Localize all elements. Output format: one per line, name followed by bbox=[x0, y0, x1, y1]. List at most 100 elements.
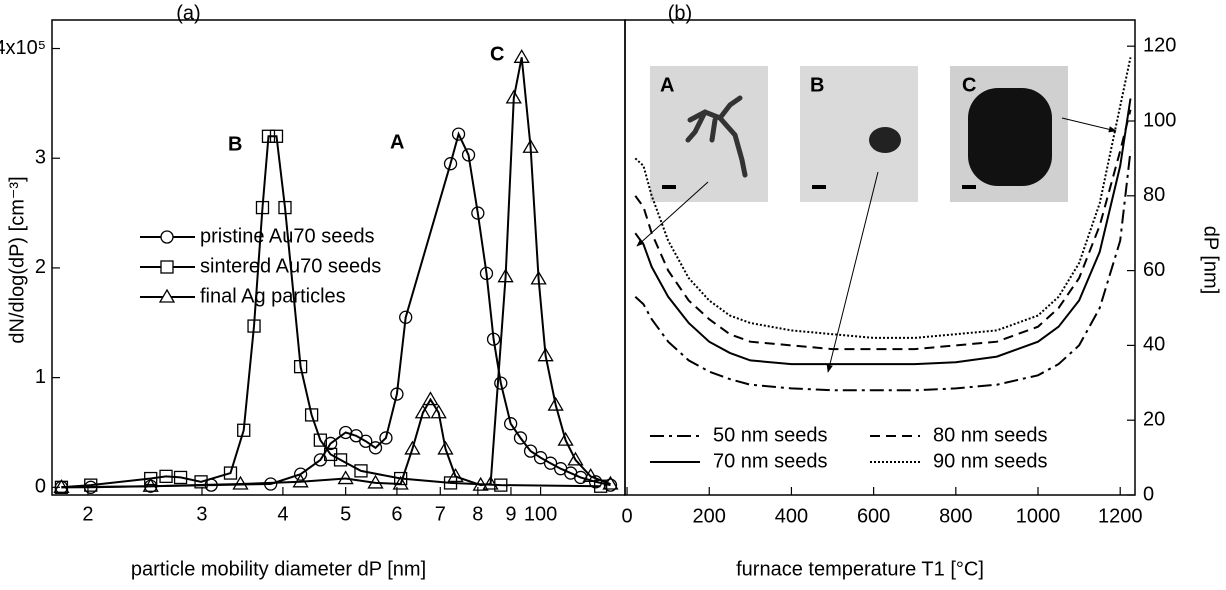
marker bbox=[261, 129, 276, 143]
inset-label: A bbox=[660, 74, 674, 96]
marker bbox=[367, 474, 384, 489]
y-tick-label: 120 bbox=[1143, 34, 1176, 56]
marker bbox=[173, 470, 188, 485]
y-tick-label: 40 bbox=[1143, 334, 1165, 356]
plot-frame bbox=[624, 19, 1136, 496]
x-tick-label: 800 bbox=[939, 505, 972, 527]
marker bbox=[451, 127, 466, 141]
marker bbox=[523, 444, 538, 458]
marker bbox=[582, 468, 599, 483]
x-axis-label: furnace temperature T1 [°C] bbox=[736, 558, 984, 580]
annotation: B bbox=[228, 133, 242, 155]
marker bbox=[247, 319, 261, 333]
series-line bbox=[61, 131, 611, 489]
marker bbox=[293, 360, 308, 374]
marker bbox=[232, 475, 249, 490]
marker bbox=[461, 148, 476, 162]
particle-a bbox=[685, 95, 748, 178]
marker bbox=[497, 268, 514, 283]
marker bbox=[472, 476, 489, 491]
legend-marker bbox=[158, 288, 176, 303]
panel-label: (b) bbox=[668, 2, 692, 24]
marker bbox=[142, 477, 159, 492]
series-line bbox=[634, 57, 1132, 339]
y-tick-label: 2 bbox=[35, 256, 46, 278]
marker bbox=[443, 157, 458, 171]
marker bbox=[437, 440, 454, 455]
x-tick-label: 4 bbox=[277, 503, 288, 525]
x-tick-label: 0 bbox=[621, 505, 632, 527]
marker bbox=[530, 270, 547, 285]
x-tick-label: 6 bbox=[391, 503, 402, 525]
marker bbox=[537, 347, 554, 362]
y-tick-label: 20 bbox=[1143, 408, 1165, 430]
marker bbox=[392, 475, 409, 490]
marker bbox=[471, 206, 485, 220]
marker bbox=[293, 467, 308, 481]
marker bbox=[494, 376, 508, 390]
y-tick-label: 100 bbox=[1143, 109, 1176, 131]
marker bbox=[414, 404, 432, 419]
marker bbox=[522, 138, 539, 153]
y-tick-label: 0 bbox=[1143, 483, 1154, 505]
y-tick-label: 80 bbox=[1143, 184, 1165, 206]
marker bbox=[292, 473, 309, 488]
marker bbox=[602, 475, 619, 490]
legend-label: sintered Au70 seeds bbox=[200, 255, 381, 277]
inset-a bbox=[650, 66, 768, 202]
marker bbox=[447, 468, 464, 483]
marker bbox=[547, 396, 564, 411]
marker bbox=[354, 464, 368, 478]
legend-label: 70 nm seeds bbox=[713, 450, 828, 472]
marker bbox=[567, 451, 584, 466]
x-tick-label: 1200 bbox=[1098, 505, 1143, 527]
marker bbox=[368, 441, 383, 455]
marker bbox=[333, 453, 348, 467]
marker bbox=[53, 479, 70, 493]
x-tick-label: 100 bbox=[524, 503, 557, 525]
x-tick-label: 9 bbox=[505, 503, 516, 525]
series-line bbox=[634, 98, 1132, 366]
y-tick-label: 60 bbox=[1143, 259, 1165, 281]
legend-label: final Ag particles bbox=[200, 285, 346, 307]
marker bbox=[379, 431, 393, 445]
annotation: A bbox=[390, 131, 404, 153]
y-axis-label: dP [nm] bbox=[1200, 226, 1222, 295]
marker bbox=[513, 49, 530, 63]
marker bbox=[533, 451, 548, 465]
marker bbox=[313, 433, 328, 447]
series-line bbox=[634, 150, 1132, 392]
x-tick-label: 7 bbox=[435, 503, 446, 525]
legend-marker bbox=[160, 230, 174, 244]
scale-bar bbox=[962, 185, 976, 189]
x-tick-label: 1000 bbox=[1016, 505, 1061, 527]
x-tick-label: 5 bbox=[340, 503, 351, 525]
marker bbox=[504, 417, 518, 431]
scale-bar bbox=[812, 185, 826, 189]
y-tick-label: 0 bbox=[35, 476, 46, 498]
marker bbox=[486, 332, 501, 346]
x-tick-label: 3 bbox=[196, 503, 207, 525]
legend-label: 80 nm seeds bbox=[933, 424, 1048, 446]
inset-images bbox=[636, 66, 1117, 373]
marker bbox=[255, 200, 270, 215]
marker bbox=[269, 129, 284, 143]
panel-label: (a) bbox=[176, 2, 200, 24]
marker bbox=[482, 475, 499, 490]
legend-label: 50 nm seeds bbox=[713, 424, 828, 446]
marker bbox=[84, 478, 98, 492]
particle-c bbox=[968, 88, 1052, 186]
x-tick-label: 400 bbox=[775, 505, 808, 527]
arrow bbox=[636, 181, 709, 247]
arrow bbox=[826, 171, 879, 373]
particle-b bbox=[869, 127, 901, 153]
y-tick-label: 4x10⁵ bbox=[0, 37, 46, 59]
x-tick-label: 8 bbox=[472, 503, 483, 525]
inset-label: C bbox=[962, 74, 976, 96]
x-tick-label: 2 bbox=[82, 503, 93, 525]
marker bbox=[337, 470, 354, 485]
marker bbox=[323, 436, 338, 451]
marker bbox=[430, 404, 447, 419]
marker bbox=[422, 391, 439, 406]
